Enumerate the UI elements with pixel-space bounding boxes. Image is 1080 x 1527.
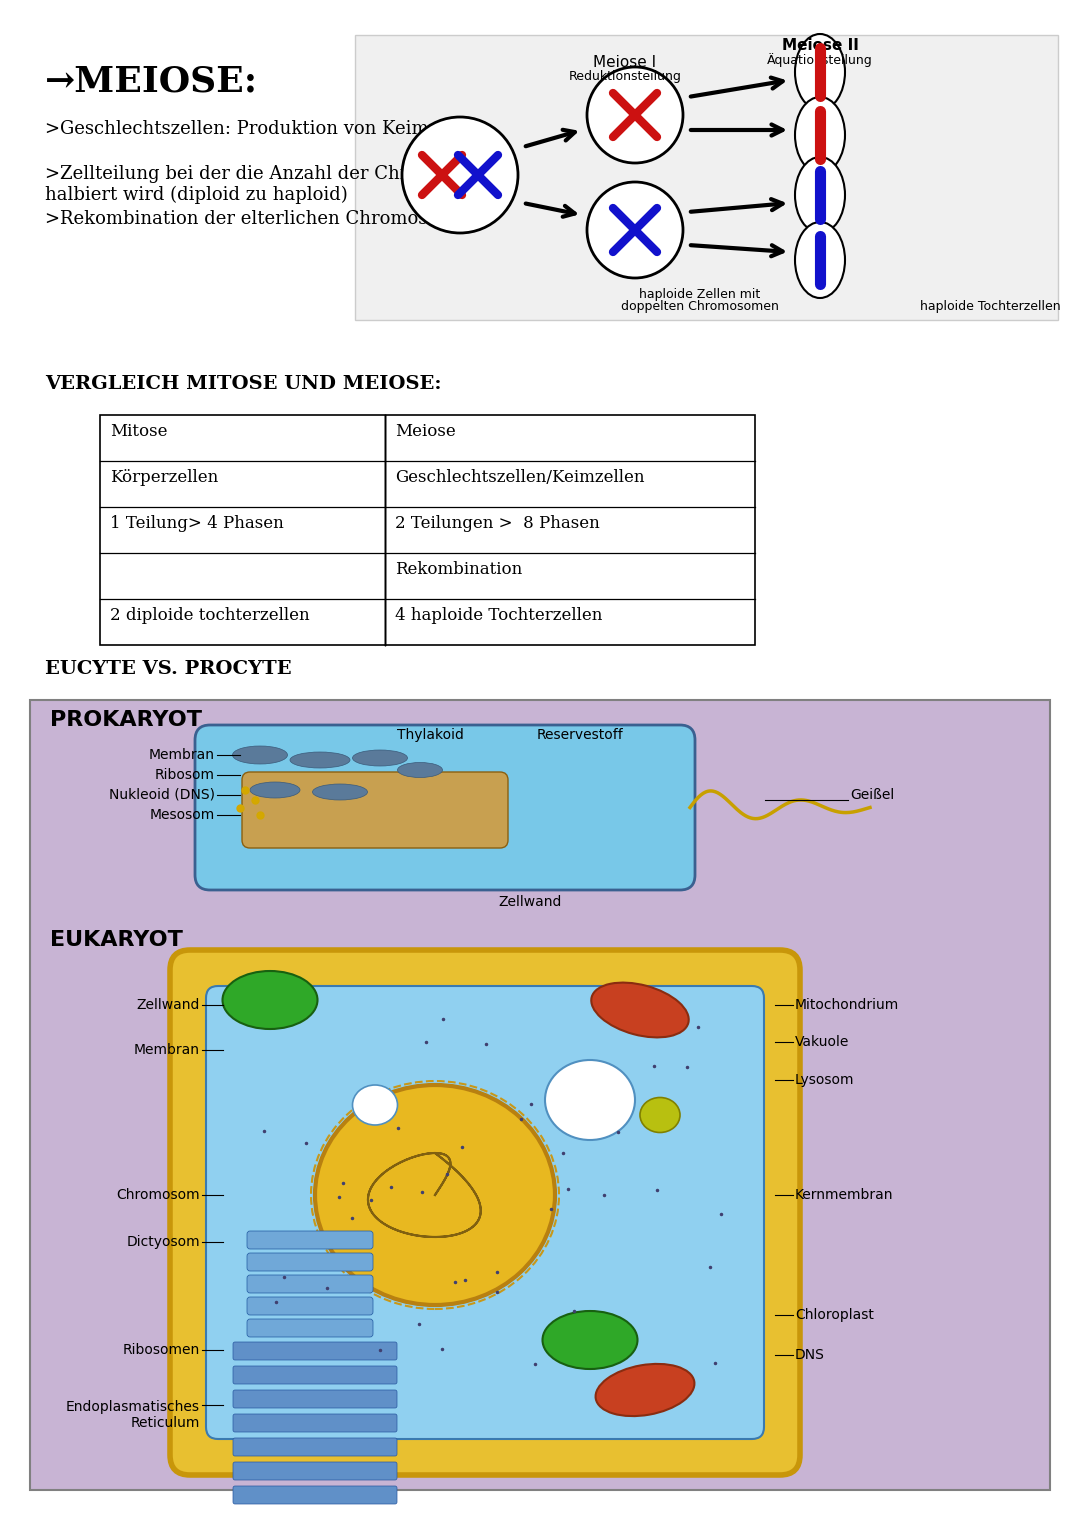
Text: Geschlechtszellen/Keimzellen: Geschlechtszellen/Keimzellen [395,469,645,486]
Text: Meiose I: Meiose I [593,55,657,70]
Text: Reduktionsteilung: Reduktionsteilung [568,70,681,82]
Ellipse shape [352,1086,397,1125]
Text: PROKARYOT: PROKARYOT [50,710,202,730]
FancyBboxPatch shape [233,1367,397,1383]
Text: 1 Teilung> 4 Phasen: 1 Teilung> 4 Phasen [110,515,284,531]
Ellipse shape [315,1086,555,1306]
Ellipse shape [542,1312,637,1370]
Ellipse shape [312,783,367,800]
Ellipse shape [352,750,407,767]
Text: Nukleoid (DNS): Nukleoid (DNS) [109,788,215,802]
Ellipse shape [595,1364,694,1416]
Bar [355,35,1058,321]
Ellipse shape [232,747,287,764]
Text: Dictyosom: Dictyosom [126,1235,200,1249]
FancyBboxPatch shape [247,1319,373,1338]
Text: Zellwand: Zellwand [498,895,562,909]
FancyBboxPatch shape [247,1231,373,1249]
Bar [100,415,755,644]
Ellipse shape [545,1060,635,1141]
FancyBboxPatch shape [170,950,800,1475]
FancyBboxPatch shape [247,1296,373,1315]
FancyBboxPatch shape [247,1254,373,1270]
Text: Thylakoid: Thylakoid [396,728,463,742]
Ellipse shape [795,98,845,173]
Text: Äquationsteilung: Äquationsteilung [767,53,873,67]
Text: 2 diploide tochterzellen: 2 diploide tochterzellen [110,608,310,625]
Text: haploide Tochterzellen: haploide Tochterzellen [920,299,1061,313]
FancyBboxPatch shape [233,1438,397,1457]
FancyBboxPatch shape [206,986,764,1438]
Text: VERGLEICH MITOSE UND MEIOSE:: VERGLEICH MITOSE UND MEIOSE: [45,376,442,392]
Ellipse shape [588,182,683,278]
Ellipse shape [402,118,518,234]
Text: >Rekombination der elterlichen Chromosomen: >Rekombination der elterlichen Chromosom… [45,211,477,228]
FancyBboxPatch shape [195,725,696,890]
Ellipse shape [222,971,318,1029]
Text: 4 haploide Tochterzellen: 4 haploide Tochterzellen [395,608,603,625]
FancyBboxPatch shape [233,1486,397,1504]
Text: Meiose II: Meiose II [782,38,859,53]
Text: Mesosom: Mesosom [150,808,215,822]
Text: Geißel: Geißel [850,788,894,802]
Text: Mitochondrium: Mitochondrium [795,999,900,1012]
Text: DNS: DNS [795,1348,825,1362]
Ellipse shape [795,34,845,110]
Text: EUCYTE VS. PROCYTE: EUCYTE VS. PROCYTE [45,660,292,678]
Text: →MEIOSE:: →MEIOSE: [45,66,258,99]
Text: Reservestoff: Reservestoff [537,728,623,742]
FancyBboxPatch shape [233,1461,397,1480]
Bar [30,699,1050,1490]
Text: Mitose: Mitose [110,423,167,440]
Text: Membran: Membran [149,748,215,762]
Text: EUKARYOT: EUKARYOT [50,930,183,950]
Text: Lysosom: Lysosom [795,1073,854,1087]
Text: Endoplasmatisches
Reticulum: Endoplasmatisches Reticulum [66,1400,200,1431]
Ellipse shape [588,67,683,163]
Ellipse shape [640,1098,680,1133]
FancyBboxPatch shape [242,773,508,847]
FancyBboxPatch shape [233,1342,397,1361]
Text: Zellwand: Zellwand [137,999,200,1012]
Text: Ribosomen: Ribosomen [123,1344,200,1358]
Ellipse shape [291,751,350,768]
Text: >Zellteilung bei der die Anzahl der Chromosomen
halbiert wird (diploid zu haploi: >Zellteilung bei der die Anzahl der Chro… [45,165,507,205]
Text: Körperzellen: Körperzellen [110,469,218,486]
Text: Rekombination: Rekombination [395,560,523,579]
Ellipse shape [795,157,845,234]
Text: Vakuole: Vakuole [795,1035,849,1049]
Text: doppelten Chromosomen: doppelten Chromosomen [621,299,779,313]
FancyBboxPatch shape [233,1414,397,1432]
Text: 2 Teilungen >  8 Phasen: 2 Teilungen > 8 Phasen [395,515,599,531]
Ellipse shape [795,221,845,298]
Text: Chloroplast: Chloroplast [795,1309,874,1322]
Text: haploide Zellen mit: haploide Zellen mit [639,289,760,301]
Ellipse shape [249,782,300,799]
Text: >Geschlechtszellen: Produktion von Keimzellen: >Geschlechtszellen: Produktion von Keimz… [45,121,483,137]
FancyBboxPatch shape [233,1390,397,1408]
Ellipse shape [591,982,689,1037]
FancyBboxPatch shape [247,1275,373,1293]
Text: Membran: Membran [134,1043,200,1057]
Text: Meiose: Meiose [395,423,456,440]
Text: Ribosom: Ribosom [156,768,215,782]
Text: Kernmembran: Kernmembran [795,1188,893,1202]
Ellipse shape [397,762,443,777]
Text: Chromosom: Chromosom [117,1188,200,1202]
